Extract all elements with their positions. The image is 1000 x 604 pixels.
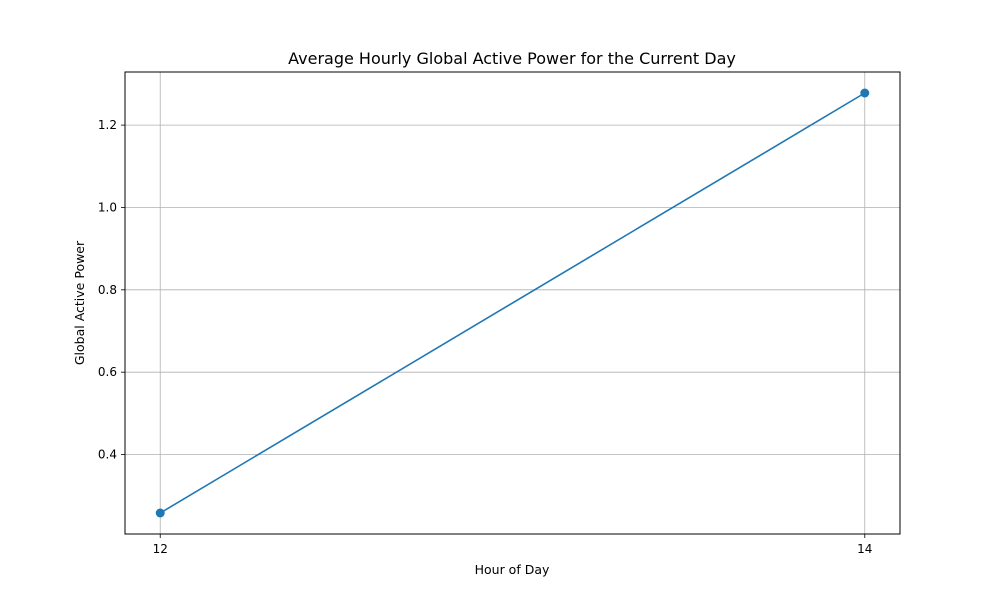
data-point — [860, 88, 870, 98]
x-axis-label: Hour of Day — [475, 562, 550, 577]
series-layer — [155, 88, 870, 518]
y-axis-label: Global Active Power — [72, 240, 87, 365]
y-tick-label: 1.2 — [98, 118, 117, 132]
y-axis-ticks: 0.4 0.6 0.8 1.0 1.2 — [98, 118, 125, 462]
x-tick-label: 14 — [857, 542, 872, 556]
y-tick-label: 0.8 — [98, 283, 117, 297]
data-point — [155, 508, 165, 518]
grid — [125, 72, 900, 534]
y-tick-label: 0.6 — [98, 365, 117, 379]
series-line — [159, 92, 866, 514]
y-tick-label: 0.4 — [98, 448, 117, 462]
chart-title: Average Hourly Global Active Power for t… — [288, 49, 736, 68]
plot-frame — [124, 71, 901, 535]
x-tick-label: 12 — [153, 542, 168, 556]
y-tick-label: 1.0 — [98, 200, 117, 214]
x-axis-ticks: 12 14 — [153, 534, 872, 556]
